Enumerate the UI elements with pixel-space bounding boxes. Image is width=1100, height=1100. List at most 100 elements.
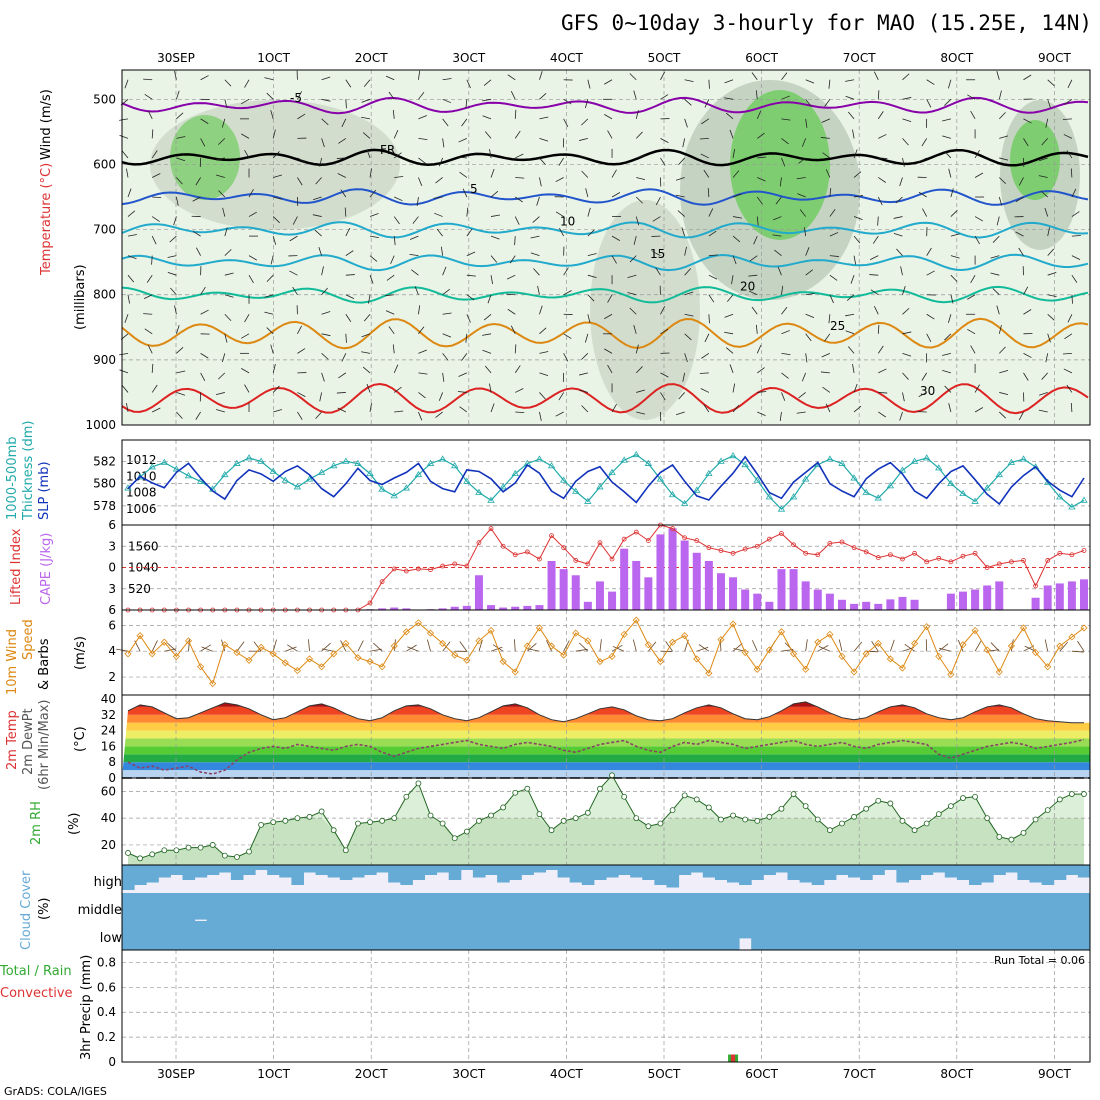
label-rh-units: (%) <box>67 813 82 836</box>
thickness-point <box>1007 458 1016 465</box>
wind-speed-point <box>862 650 870 658</box>
cape-bar <box>825 593 834 610</box>
wind-barb <box>944 151 952 159</box>
wind-barb <box>877 324 880 334</box>
wind-barb <box>224 249 232 256</box>
wind-barb <box>418 305 421 315</box>
wind-barb <box>143 294 153 300</box>
wind-barb <box>1040 190 1048 198</box>
cloud-cell <box>206 921 220 950</box>
wind-barb-10m <box>321 642 331 652</box>
lifted-index-point <box>839 539 845 545</box>
temp-tick: 40 <box>101 692 116 706</box>
thickness-point <box>947 479 955 487</box>
wind-speed-point <box>426 629 435 637</box>
top-axis-label: 4OCT <box>550 51 583 65</box>
cloud-cell <box>424 921 438 950</box>
bottom-axis-label: 5OCT <box>648 1067 681 1081</box>
wind-barb <box>1071 274 1078 283</box>
wind-barb <box>1041 372 1048 380</box>
lifted-index-point <box>1008 559 1014 565</box>
wind-barb <box>506 274 516 280</box>
wind-barb-10m <box>357 640 364 652</box>
temp-color-band <box>122 738 1090 747</box>
rh-tick: 40 <box>101 811 116 825</box>
wind-barb <box>174 70 177 80</box>
thickness-point <box>257 457 265 464</box>
wind-barb <box>611 403 617 413</box>
cape-bar <box>741 589 750 610</box>
wind-barb <box>724 331 734 335</box>
wind-barb <box>537 285 540 295</box>
thickness-point <box>499 483 507 490</box>
cloud-cell <box>303 921 317 950</box>
wind-speed-point <box>729 620 737 628</box>
wind-barb <box>629 307 637 315</box>
wind-barb <box>660 328 669 335</box>
lifted-index-point <box>585 561 591 567</box>
wind-barb <box>530 252 540 257</box>
wind-barb <box>587 314 591 324</box>
wind-barb <box>321 76 331 81</box>
cloud-cell <box>448 893 462 921</box>
thickness-point <box>354 459 362 466</box>
wind-barb <box>465 99 468 109</box>
wind-barb <box>151 384 158 393</box>
wind-barb <box>581 118 589 126</box>
wind-barb <box>539 327 547 335</box>
wind-speed-point <box>777 628 786 636</box>
rh-point <box>379 817 386 824</box>
wind-barb <box>490 190 499 198</box>
cloud-cell <box>618 865 631 875</box>
wind-barb <box>224 333 228 343</box>
lifted-index-point <box>694 538 700 543</box>
wind-barb <box>221 118 226 128</box>
cloud-cell <box>630 893 643 921</box>
rh-point <box>536 811 543 818</box>
cape-bar <box>620 548 629 610</box>
cloud-cell <box>908 893 922 921</box>
top-axis-label: 30SEP <box>157 51 195 65</box>
label-6hr-minmax: (6hr Min/Max) <box>37 700 52 790</box>
wind-barb <box>176 90 180 100</box>
wind-barb <box>442 118 449 127</box>
rh-point <box>802 803 809 810</box>
wind-barb <box>345 250 354 256</box>
rh-point <box>125 850 131 856</box>
cape-bar <box>644 577 653 610</box>
cloud-cell <box>376 921 389 950</box>
cape-bar <box>692 552 701 610</box>
wind-barb <box>1044 207 1049 217</box>
wind-barb <box>393 364 399 374</box>
wind-barb <box>587 229 595 237</box>
thickness-point <box>668 490 677 498</box>
wind-speed-point <box>693 655 701 663</box>
cloud-cell <box>654 921 667 950</box>
cloud-cell <box>545 893 559 921</box>
wind-barb <box>369 275 374 284</box>
wind-barb <box>312 214 322 217</box>
wind-barb <box>805 293 815 296</box>
lifted-index-point <box>1081 548 1087 553</box>
wind-barb-10m <box>805 639 808 652</box>
cloud-cell <box>751 865 764 880</box>
wind-barb <box>775 196 782 205</box>
thickness-tick: 578 <box>93 499 116 513</box>
precip-tick: 0.6 <box>97 980 116 994</box>
wind-barb <box>918 191 927 198</box>
wind-barb <box>805 79 815 84</box>
wind-barb <box>974 235 980 245</box>
wind-barb <box>820 371 830 374</box>
wind-barb <box>942 135 951 139</box>
lifted-index-point <box>803 550 809 556</box>
wind-barb <box>536 196 540 206</box>
thickness-point <box>1068 503 1076 510</box>
wind-barb <box>1047 294 1057 297</box>
wind-barb <box>902 157 905 167</box>
thickness-point <box>983 484 991 491</box>
wind-barb <box>996 216 1000 226</box>
cloud-cell <box>230 865 244 880</box>
wind-barb <box>990 272 1000 276</box>
wind-barb <box>948 168 952 178</box>
wind-barb <box>853 235 861 244</box>
